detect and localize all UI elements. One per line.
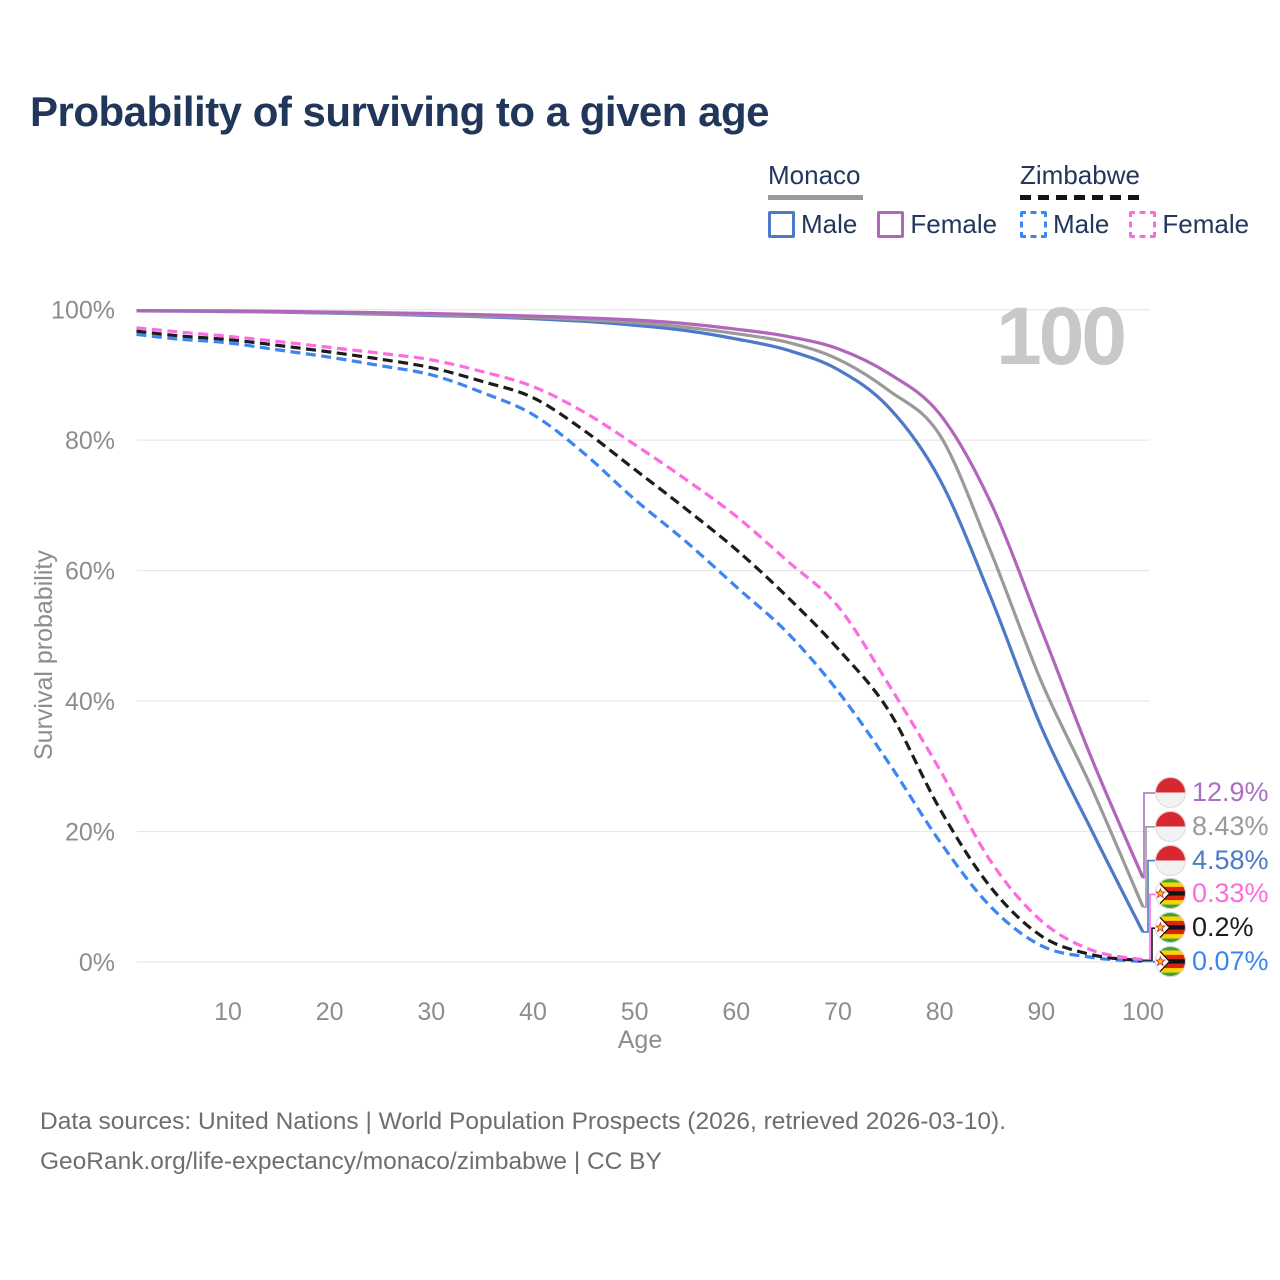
x-tick-label: 50	[621, 998, 649, 1026]
zimbabwe-male-swatch[interactable]	[1020, 211, 1047, 238]
x-axis-label: Age	[617, 1026, 663, 1054]
x-tick-label: 60	[722, 998, 750, 1026]
zimbabwe-flag-icon	[1155, 946, 1186, 977]
legend-item-label[interactable]: Male	[801, 209, 858, 239]
end-label-connector	[1143, 826, 1155, 908]
series-line-monaco-male	[136, 309, 1145, 933]
end-label-value: 0.2%	[1192, 912, 1254, 943]
monaco-flag-icon	[1155, 777, 1186, 808]
series-line-zimbabwe-female	[136, 326, 1144, 962]
page-title: Probability of surviving to a given age	[30, 88, 769, 135]
legend-item-label[interactable]: Female	[910, 209, 998, 239]
footer-line-georank: GeoRank.org/life-expectancy/monaco/zimba…	[40, 1148, 662, 1175]
series-line-monaco-female	[136, 309, 1145, 879]
legend-item-label[interactable]: Male	[1053, 209, 1110, 239]
zimbabwe-flag-icon	[1155, 878, 1186, 910]
x-tick-label: 40	[519, 998, 547, 1026]
monaco-male-swatch[interactable]	[768, 211, 795, 238]
zimbabwe-female-swatch[interactable]	[1129, 211, 1157, 238]
end-label-value: 0.33%	[1192, 878, 1269, 909]
end-label-zimbabwe-female: 0.33%	[1155, 878, 1269, 910]
y-tick-label: 0%	[79, 949, 115, 977]
end-label-zimbabwe-all: 0.2%	[1155, 912, 1254, 944]
x-tick-label: 90	[1027, 998, 1055, 1026]
end-label-connector	[1143, 960, 1155, 963]
end-label-monaco-male: 4.58%	[1155, 844, 1269, 876]
watermark-age-100: 100	[996, 291, 1124, 382]
monaco-female-swatch[interactable]	[877, 211, 905, 238]
end-label-value: 0.07%	[1192, 946, 1269, 976]
end-label-monaco-all: 8.43%	[1155, 810, 1269, 842]
end-label-connector	[1143, 792, 1155, 879]
zimbabwe-dashed-line-swatch	[1020, 195, 1142, 200]
end-label-connector	[1143, 859, 1155, 933]
monaco-solid-line-swatch	[768, 195, 863, 200]
series-line-zimbabwe-male	[136, 332, 1144, 964]
x-tick-label: 10	[214, 998, 242, 1026]
series-line-zimbabwe-all	[136, 329, 1144, 963]
end-label-value: 12.9%	[1192, 777, 1269, 807]
y-tick-label: 20%	[65, 819, 115, 847]
y-tick-label: 60%	[65, 558, 115, 586]
y-tick-label: 40%	[65, 688, 115, 716]
series-line-monaco-all	[136, 309, 1145, 908]
end-label-zimbabwe-male: 0.07%	[1155, 946, 1269, 977]
legend-item-monaco-female[interactable]: Female	[877, 209, 997, 240]
footer-attribution: Data sources: United Nations | World Pop…	[40, 1102, 1006, 1182]
end-label-connector	[1143, 893, 1155, 961]
end-label-value: 8.43%	[1192, 810, 1269, 841]
legend-item-label[interactable]: Female	[1162, 209, 1250, 239]
end-label-value: 4.58%	[1192, 844, 1269, 875]
x-tick-label: 30	[417, 998, 445, 1026]
legend-item-monaco-male[interactable]: Male	[768, 209, 857, 240]
legend-group-zimbabwe: Zimbabwe Male Female	[1020, 160, 1249, 240]
legend-item-zimbabwe-male[interactable]: Male	[1020, 209, 1109, 240]
zimbabwe-flag-icon	[1155, 912, 1186, 944]
y-axis-label: Survival probability	[30, 550, 58, 760]
footer-line-datasources: Data sources: United Nations | World Pop…	[40, 1108, 1007, 1135]
end-label-monaco-female: 12.9%	[1155, 777, 1269, 808]
end-label-connector	[1143, 927, 1155, 962]
y-tick-label: 80%	[65, 427, 115, 455]
legend-item-zimbabwe-female[interactable]: Female	[1129, 209, 1249, 240]
x-tick-label: 20	[316, 998, 344, 1026]
legend-group-monaco: Monaco Male Female	[768, 160, 997, 240]
chart-plot-area: 0% 20% 40% 60% 80% 100% 10 20 30 40 50 60 70 80 90 100 1…	[51, 291, 1164, 1026]
monaco-flag-icon	[1155, 810, 1186, 842]
x-tick-label: 80	[926, 998, 954, 1026]
legend-country-monaco: Monaco	[768, 160, 861, 190]
x-tick-label: 70	[824, 998, 852, 1026]
x-tick-label: 100	[1122, 998, 1164, 1026]
legend-country-zimbabwe: Zimbabwe	[1020, 160, 1140, 190]
monaco-flag-icon	[1155, 844, 1186, 876]
y-tick-label: 100%	[51, 297, 115, 325]
